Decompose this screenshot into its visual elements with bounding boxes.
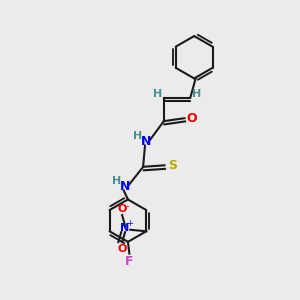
Text: H: H	[192, 89, 201, 99]
Text: H: H	[153, 89, 162, 99]
Text: N: N	[121, 223, 130, 233]
Text: N: N	[120, 180, 130, 193]
Text: O: O	[117, 244, 127, 254]
Text: F: F	[125, 254, 134, 268]
Text: N: N	[141, 135, 152, 148]
Text: O: O	[117, 204, 127, 214]
Text: O: O	[187, 112, 197, 125]
Text: H: H	[112, 176, 121, 186]
Text: H: H	[133, 131, 142, 141]
Text: +: +	[126, 219, 133, 228]
Text: S: S	[168, 159, 177, 172]
Text: -: -	[126, 201, 129, 211]
